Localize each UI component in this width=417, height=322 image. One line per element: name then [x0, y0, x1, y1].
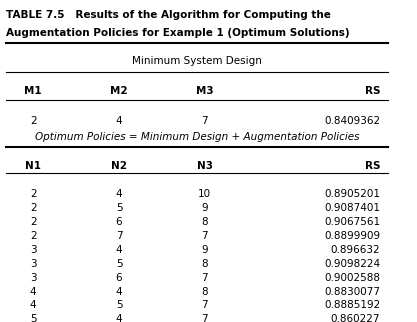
Text: Augmentation Policies for Example 1 (Optimum Solutions): Augmentation Policies for Example 1 (Opt… [6, 28, 349, 38]
Text: 5: 5 [30, 314, 37, 322]
Text: 5: 5 [116, 203, 122, 213]
Text: 3: 3 [30, 273, 37, 283]
Text: 8: 8 [201, 217, 208, 227]
Text: Optimum Policies = Minimum Design + Augmentation Policies: Optimum Policies = Minimum Design + Augm… [35, 132, 359, 142]
Text: 7: 7 [116, 231, 122, 241]
Text: 9: 9 [201, 203, 208, 213]
Text: RS: RS [365, 86, 380, 96]
Text: 4: 4 [30, 287, 37, 297]
Text: 4: 4 [116, 314, 122, 322]
Text: 4: 4 [116, 189, 122, 199]
Text: 0.8885192: 0.8885192 [324, 300, 380, 310]
Text: 0.9002588: 0.9002588 [324, 273, 380, 283]
Text: N3: N3 [197, 161, 213, 171]
Text: 0.9067561: 0.9067561 [324, 217, 380, 227]
Text: M2: M2 [110, 86, 128, 96]
Text: 0.9098224: 0.9098224 [324, 259, 380, 269]
Text: M3: M3 [196, 86, 214, 96]
Text: 7: 7 [201, 273, 208, 283]
Text: 0.896632: 0.896632 [331, 245, 380, 255]
Text: TABLE 7.5   Results of the Algorithm for Computing the: TABLE 7.5 Results of the Algorithm for C… [6, 10, 331, 20]
Text: 2: 2 [30, 217, 37, 227]
Text: 6: 6 [116, 273, 122, 283]
Text: M1: M1 [25, 86, 42, 96]
Text: 3: 3 [30, 259, 37, 269]
Text: 7: 7 [201, 116, 208, 126]
Text: 0.8409362: 0.8409362 [324, 116, 380, 126]
Text: 2: 2 [30, 231, 37, 241]
Text: 0.8830077: 0.8830077 [324, 287, 380, 297]
Text: 2: 2 [30, 203, 37, 213]
Text: 7: 7 [201, 231, 208, 241]
Text: 9: 9 [201, 245, 208, 255]
Text: 0.9087401: 0.9087401 [324, 203, 380, 213]
Text: 3: 3 [30, 245, 37, 255]
Text: 5: 5 [116, 259, 122, 269]
Text: 4: 4 [116, 116, 122, 126]
Text: 4: 4 [116, 287, 122, 297]
Text: Minimum System Design: Minimum System Design [132, 56, 262, 66]
Text: 2: 2 [30, 189, 37, 199]
Text: 5: 5 [116, 300, 122, 310]
Text: 8: 8 [201, 259, 208, 269]
Text: 6: 6 [116, 217, 122, 227]
Text: 2: 2 [30, 116, 37, 126]
Text: 8: 8 [201, 287, 208, 297]
Text: N1: N1 [25, 161, 41, 171]
Text: 0.8899909: 0.8899909 [324, 231, 380, 241]
Text: 0.860227: 0.860227 [331, 314, 380, 322]
Text: RS: RS [365, 161, 380, 171]
Text: N2: N2 [111, 161, 127, 171]
Text: 4: 4 [116, 245, 122, 255]
Text: 4: 4 [30, 300, 37, 310]
Text: 10: 10 [198, 189, 211, 199]
Text: 7: 7 [201, 300, 208, 310]
Text: 7: 7 [201, 314, 208, 322]
Text: 0.8905201: 0.8905201 [324, 189, 380, 199]
